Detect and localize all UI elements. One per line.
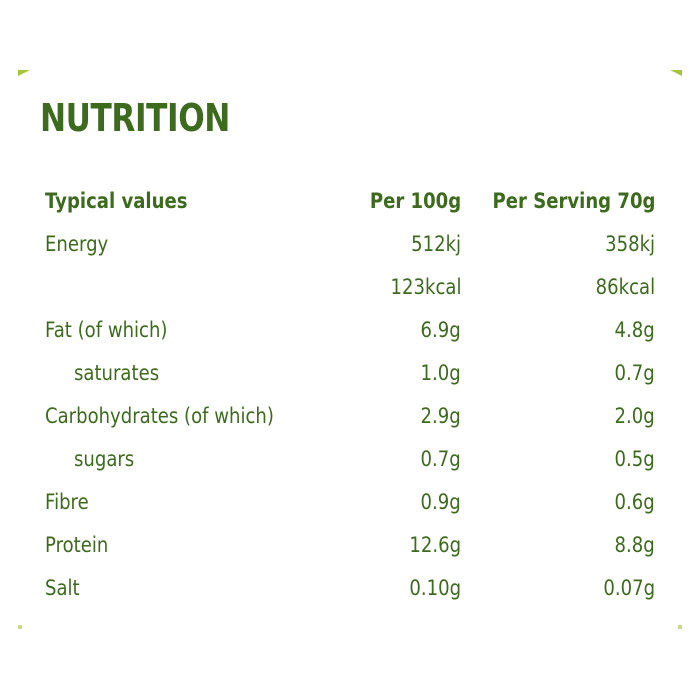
value-per-100g: 0.10g (409, 576, 461, 600)
header-per-serving: Per Serving 70g (492, 189, 655, 213)
table-row-energy-kcal: 123kcal 86kcal (45, 266, 655, 309)
value-per-100g: 6.9g (420, 318, 461, 342)
row-label: saturates (74, 361, 160, 385)
row-label: sugars (74, 447, 135, 471)
table-header-row: Typical values Per 100g Per Serving 70g (45, 180, 655, 223)
corner-mark-bottom-left (18, 625, 22, 629)
table-row-saturates: saturates 1.0g 0.7g (45, 352, 655, 395)
value-per-100g: 123kcal (390, 275, 461, 299)
row-label: Energy (45, 232, 109, 256)
value-per-serving: 0.6g (614, 490, 655, 514)
table-row-protein: Protein 12.6g 8.8g (45, 524, 655, 567)
header-typical-values: Typical values (45, 189, 188, 213)
row-label: Fibre (45, 490, 89, 514)
table-row-energy-kj: Energy 512kj 358kj (45, 223, 655, 266)
header-per-100g: Per 100g (369, 189, 461, 213)
value-per-serving: 2.0g (614, 404, 655, 428)
page-title: NUTRITION (40, 96, 230, 140)
value-per-serving: 86kcal (595, 275, 655, 299)
value-per-100g: 2.9g (420, 404, 461, 428)
table-row-carbohydrates: Carbohydrates (of which) 2.9g 2.0g (45, 395, 655, 438)
row-label: Salt (45, 576, 80, 600)
value-per-100g: 512kj (411, 232, 461, 256)
corner-mark-top-right (670, 70, 682, 76)
row-label: Fat (of which) (45, 318, 168, 342)
value-per-serving: 0.07g (603, 576, 655, 600)
value-per-serving: 358kj (605, 232, 655, 256)
value-per-100g: 12.6g (409, 533, 461, 557)
table-row-fibre: Fibre 0.9g 0.6g (45, 481, 655, 524)
value-per-serving: 0.7g (614, 361, 655, 385)
nutrition-table: Typical values Per 100g Per Serving 70g … (45, 180, 655, 610)
table-row-sugars: sugars 0.7g 0.5g (45, 438, 655, 481)
value-per-100g: 0.7g (420, 447, 461, 471)
value-per-serving: 8.8g (614, 533, 655, 557)
table-row-salt: Salt 0.10g 0.07g (45, 567, 655, 610)
value-per-100g: 1.0g (420, 361, 461, 385)
value-per-100g: 0.9g (420, 490, 461, 514)
table-row-fat: Fat (of which) 6.9g 4.8g (45, 309, 655, 352)
corner-mark-top-left (18, 70, 30, 76)
value-per-serving: 0.5g (614, 447, 655, 471)
row-label: Carbohydrates (of which) (45, 404, 274, 428)
corner-mark-bottom-right (678, 625, 682, 629)
value-per-serving: 4.8g (614, 318, 655, 342)
row-label: Protein (45, 533, 109, 557)
